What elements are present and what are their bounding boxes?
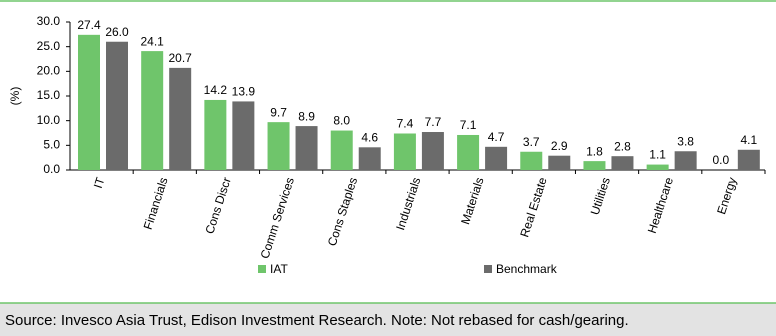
y-tick-label: 0.0 <box>43 162 60 176</box>
bar <box>421 132 444 170</box>
bar <box>485 146 508 170</box>
value-label: 1.1 <box>649 148 666 162</box>
x-tick-label: IT <box>91 175 108 190</box>
value-label: 24.1 <box>141 34 165 48</box>
value-label: 13.9 <box>232 85 256 99</box>
source-note: Source: Invesco Asia Trust, Edison Inves… <box>5 312 629 329</box>
bar <box>548 155 571 170</box>
y-tick-label: 20.0 <box>37 64 61 78</box>
value-label: 7.4 <box>397 117 414 131</box>
legend-label: IAT <box>270 262 288 276</box>
value-label: 2.8 <box>614 139 631 153</box>
value-label: 0.0 <box>712 153 729 167</box>
bar <box>106 41 128 170</box>
value-label: 8.9 <box>298 109 315 123</box>
footer-box <box>0 303 776 336</box>
y-tick-label: 30.0 <box>37 14 61 28</box>
value-label: 1.8 <box>586 144 603 158</box>
bar <box>330 130 353 170</box>
value-label: 20.7 <box>169 51 193 65</box>
bar <box>141 51 164 170</box>
bar <box>204 99 227 170</box>
value-label: 27.4 <box>77 18 101 32</box>
bar <box>393 133 416 170</box>
bar <box>295 126 318 170</box>
value-label: 2.9 <box>551 139 568 153</box>
value-label: 7.7 <box>425 115 442 129</box>
bar <box>520 151 543 170</box>
value-label: 4.6 <box>361 130 378 144</box>
legend-swatch <box>484 265 492 273</box>
bar <box>267 122 290 170</box>
bar <box>737 149 760 170</box>
value-label: 7.1 <box>460 118 477 132</box>
bar <box>646 164 669 170</box>
bar <box>674 151 697 170</box>
y-tick-label: 15.0 <box>37 88 61 102</box>
value-label: 4.1 <box>740 133 757 147</box>
bar <box>169 67 192 170</box>
y-tick-label: 10.0 <box>37 113 61 127</box>
bar <box>457 134 480 170</box>
bar <box>583 161 606 170</box>
value-label: 14.2 <box>204 83 228 97</box>
legend-label: Benchmark <box>496 262 558 276</box>
value-label: 26.0 <box>105 25 129 39</box>
legend-swatch <box>258 265 266 273</box>
bar <box>358 147 381 170</box>
value-label: 8.0 <box>333 114 350 128</box>
y-tick-label: 5.0 <box>43 138 60 152</box>
bar <box>232 101 255 170</box>
y-axis-label: (%) <box>8 87 22 106</box>
value-label: 4.7 <box>488 130 505 144</box>
value-label: 3.8 <box>677 134 694 148</box>
bar <box>611 156 634 170</box>
bar <box>78 34 100 171</box>
value-label: 9.7 <box>270 105 287 119</box>
value-label: 3.7 <box>523 135 540 149</box>
y-tick-label: 25.0 <box>37 39 61 53</box>
